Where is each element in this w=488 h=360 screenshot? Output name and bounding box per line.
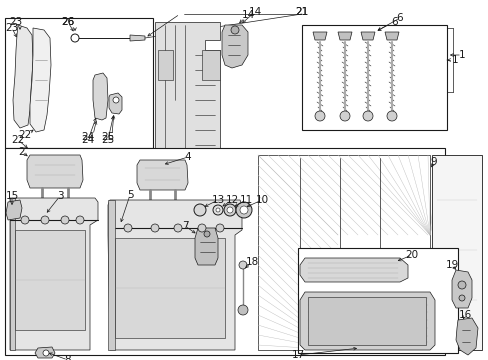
Circle shape bbox=[41, 216, 49, 224]
Polygon shape bbox=[337, 32, 351, 40]
Circle shape bbox=[216, 208, 220, 212]
Text: 14: 14 bbox=[241, 10, 254, 20]
Bar bbox=[258, 155, 429, 350]
Bar bbox=[115, 238, 224, 338]
Circle shape bbox=[113, 97, 119, 103]
Polygon shape bbox=[137, 160, 187, 190]
Bar bbox=[202, 50, 220, 80]
Text: 11: 11 bbox=[239, 195, 252, 205]
Circle shape bbox=[238, 305, 247, 315]
Polygon shape bbox=[455, 318, 477, 355]
Circle shape bbox=[151, 224, 159, 232]
Text: 7: 7 bbox=[182, 221, 188, 231]
Text: 25: 25 bbox=[101, 132, 114, 142]
Polygon shape bbox=[30, 28, 51, 132]
Text: 4: 4 bbox=[184, 152, 191, 162]
Text: 26: 26 bbox=[61, 17, 75, 27]
Text: 1: 1 bbox=[458, 50, 465, 60]
Text: 22: 22 bbox=[11, 135, 24, 145]
Text: 3: 3 bbox=[57, 191, 63, 201]
Polygon shape bbox=[35, 347, 55, 358]
Text: 1: 1 bbox=[451, 55, 457, 65]
Polygon shape bbox=[384, 32, 398, 40]
Circle shape bbox=[43, 350, 49, 356]
Circle shape bbox=[314, 111, 325, 121]
Text: 24: 24 bbox=[81, 132, 95, 142]
Text: 12: 12 bbox=[225, 195, 238, 205]
Circle shape bbox=[457, 281, 465, 289]
Circle shape bbox=[240, 206, 247, 214]
Circle shape bbox=[198, 224, 205, 232]
Text: 23: 23 bbox=[5, 23, 19, 33]
Bar bbox=[15, 230, 85, 330]
Text: 17: 17 bbox=[291, 350, 304, 360]
Text: 10: 10 bbox=[255, 195, 268, 205]
Polygon shape bbox=[13, 25, 33, 128]
Text: 6: 6 bbox=[396, 13, 403, 23]
Polygon shape bbox=[108, 200, 242, 350]
Circle shape bbox=[21, 216, 29, 224]
Text: 5: 5 bbox=[126, 190, 133, 200]
Text: 26: 26 bbox=[61, 17, 75, 27]
Circle shape bbox=[216, 224, 224, 232]
Bar bbox=[5, 18, 153, 148]
Circle shape bbox=[230, 26, 239, 34]
Bar bbox=[5, 148, 444, 355]
Polygon shape bbox=[299, 292, 434, 350]
Polygon shape bbox=[10, 198, 98, 350]
Circle shape bbox=[236, 202, 251, 218]
Text: 15: 15 bbox=[5, 191, 19, 201]
Polygon shape bbox=[360, 32, 374, 40]
Polygon shape bbox=[93, 73, 108, 120]
Bar bbox=[297, 248, 457, 353]
Polygon shape bbox=[299, 258, 407, 282]
Polygon shape bbox=[10, 198, 15, 350]
Polygon shape bbox=[155, 22, 220, 170]
Text: 20: 20 bbox=[405, 250, 418, 260]
Circle shape bbox=[362, 111, 372, 121]
Text: 2: 2 bbox=[19, 147, 25, 157]
Bar bbox=[431, 155, 481, 350]
Polygon shape bbox=[130, 35, 145, 41]
Polygon shape bbox=[451, 270, 471, 308]
Circle shape bbox=[239, 261, 246, 269]
Text: 24: 24 bbox=[81, 135, 95, 145]
Circle shape bbox=[203, 231, 209, 237]
Text: 13: 13 bbox=[211, 195, 224, 205]
Text: 16: 16 bbox=[457, 310, 470, 320]
Polygon shape bbox=[6, 200, 22, 220]
Circle shape bbox=[226, 207, 232, 213]
Circle shape bbox=[224, 204, 236, 216]
Text: 14: 14 bbox=[248, 7, 261, 17]
Circle shape bbox=[213, 205, 223, 215]
Polygon shape bbox=[27, 155, 83, 188]
Circle shape bbox=[61, 216, 69, 224]
Circle shape bbox=[174, 224, 182, 232]
Text: 18: 18 bbox=[245, 257, 258, 267]
Circle shape bbox=[124, 224, 132, 232]
Polygon shape bbox=[109, 93, 122, 114]
Circle shape bbox=[71, 34, 79, 42]
Text: 21: 21 bbox=[295, 7, 308, 17]
Polygon shape bbox=[222, 25, 247, 68]
Text: 9: 9 bbox=[430, 157, 436, 167]
Circle shape bbox=[339, 111, 349, 121]
Text: 23: 23 bbox=[9, 17, 22, 27]
Circle shape bbox=[458, 295, 464, 301]
Text: 19: 19 bbox=[445, 260, 458, 270]
Circle shape bbox=[76, 216, 84, 224]
Text: 22: 22 bbox=[19, 130, 32, 140]
Polygon shape bbox=[195, 228, 218, 265]
Bar bbox=[307, 297, 425, 345]
Polygon shape bbox=[312, 32, 326, 40]
Circle shape bbox=[194, 204, 205, 216]
Text: 21: 21 bbox=[295, 7, 308, 17]
Bar bbox=[302, 25, 446, 130]
Polygon shape bbox=[108, 200, 115, 350]
Text: 6: 6 bbox=[391, 17, 398, 27]
Text: 25: 25 bbox=[101, 135, 114, 145]
Text: 8: 8 bbox=[64, 355, 71, 360]
Bar bbox=[158, 50, 173, 80]
Circle shape bbox=[386, 111, 396, 121]
